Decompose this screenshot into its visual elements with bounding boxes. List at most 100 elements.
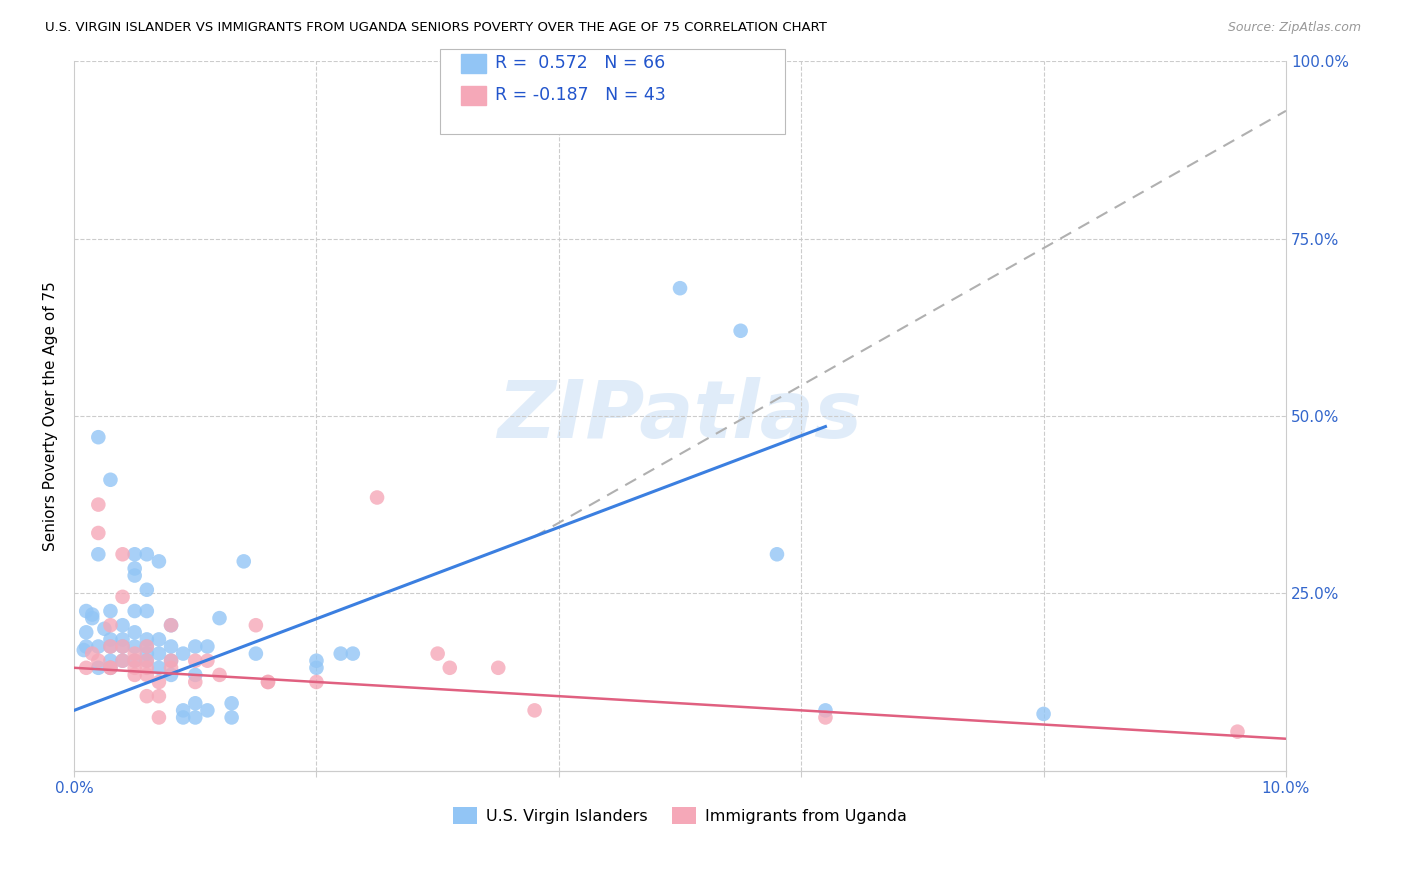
Text: ZIPatlas: ZIPatlas: [498, 377, 862, 455]
Point: [439, 661, 461, 675]
Point: [1032, 706, 1054, 721]
Point: [124, 661, 146, 675]
Point: [160, 668, 183, 682]
Point: [87, 640, 110, 654]
Point: [82, 647, 104, 661]
Point: [124, 654, 146, 668]
Point: [160, 640, 183, 654]
Point: [124, 604, 146, 618]
Point: [100, 661, 122, 675]
Point: [124, 640, 146, 654]
Point: [135, 654, 157, 668]
Text: Source: ZipAtlas.com: Source: ZipAtlas.com: [1227, 21, 1361, 34]
Point: [208, 668, 231, 682]
Point: [486, 661, 509, 675]
Point: [87, 430, 110, 444]
Point: [135, 647, 157, 661]
Point: [111, 618, 134, 632]
Point: [160, 618, 183, 632]
Point: [148, 675, 170, 690]
Point: [766, 547, 789, 561]
Point: [87, 498, 110, 512]
Text: R = -0.187   N = 43: R = -0.187 N = 43: [495, 87, 665, 104]
Y-axis label: Seniors Poverty Over the Age of 75: Seniors Poverty Over the Age of 75: [44, 281, 58, 550]
Point: [87, 654, 110, 668]
Point: [111, 547, 134, 561]
Point: [197, 654, 219, 668]
Point: [124, 654, 146, 668]
Legend: U.S. Virgin Islanders, Immigrants from Uganda: U.S. Virgin Islanders, Immigrants from U…: [446, 801, 914, 830]
Point: [160, 654, 183, 668]
Point: [100, 473, 122, 487]
Point: [73, 643, 96, 657]
Point: [184, 675, 207, 690]
Point: [93, 622, 115, 636]
Point: [111, 640, 134, 654]
Point: [366, 491, 388, 505]
Point: [814, 703, 837, 717]
Point: [730, 324, 752, 338]
Point: [100, 661, 122, 675]
Point: [111, 654, 134, 668]
Point: [75, 604, 97, 618]
Text: R =  0.572   N = 66: R = 0.572 N = 66: [495, 54, 665, 72]
Point: [82, 611, 104, 625]
Point: [135, 640, 157, 654]
Point: [135, 668, 157, 682]
Point: [148, 689, 170, 703]
Point: [100, 640, 122, 654]
Point: [87, 526, 110, 541]
Point: [305, 654, 328, 668]
Point: [111, 640, 134, 654]
Point: [100, 661, 122, 675]
Point: [135, 654, 157, 668]
Point: [257, 675, 280, 690]
Point: [148, 710, 170, 724]
Point: [124, 668, 146, 682]
Point: [669, 281, 692, 295]
Point: [135, 632, 157, 647]
Point: [111, 590, 134, 604]
Point: [111, 654, 134, 668]
Point: [197, 640, 219, 654]
Point: [124, 568, 146, 582]
Point: [148, 661, 170, 675]
Point: [100, 604, 122, 618]
Point: [172, 647, 194, 661]
Point: [135, 604, 157, 618]
Point: [148, 647, 170, 661]
Point: [100, 632, 122, 647]
Point: [124, 561, 146, 575]
Point: [342, 647, 364, 661]
Point: [232, 554, 254, 568]
Point: [1226, 724, 1249, 739]
Point: [208, 611, 231, 625]
Point: [184, 710, 207, 724]
Point: [75, 661, 97, 675]
Point: [184, 654, 207, 668]
Point: [160, 661, 183, 675]
Point: [257, 675, 280, 690]
Point: [426, 647, 449, 661]
Point: [245, 618, 267, 632]
Point: [75, 640, 97, 654]
Point: [87, 661, 110, 675]
Point: [184, 668, 207, 682]
Point: [87, 547, 110, 561]
Point: [135, 661, 157, 675]
Point: [172, 710, 194, 724]
Point: [135, 640, 157, 654]
Point: [329, 647, 352, 661]
Point: [135, 689, 157, 703]
Point: [305, 661, 328, 675]
Point: [148, 632, 170, 647]
Point: [184, 696, 207, 710]
Point: [135, 547, 157, 561]
Point: [305, 675, 328, 690]
Text: U.S. VIRGIN ISLANDER VS IMMIGRANTS FROM UGANDA SENIORS POVERTY OVER THE AGE OF 7: U.S. VIRGIN ISLANDER VS IMMIGRANTS FROM …: [45, 21, 827, 34]
Point: [221, 710, 243, 724]
Point: [523, 703, 546, 717]
Point: [245, 647, 267, 661]
Point: [111, 632, 134, 647]
Point: [75, 625, 97, 640]
